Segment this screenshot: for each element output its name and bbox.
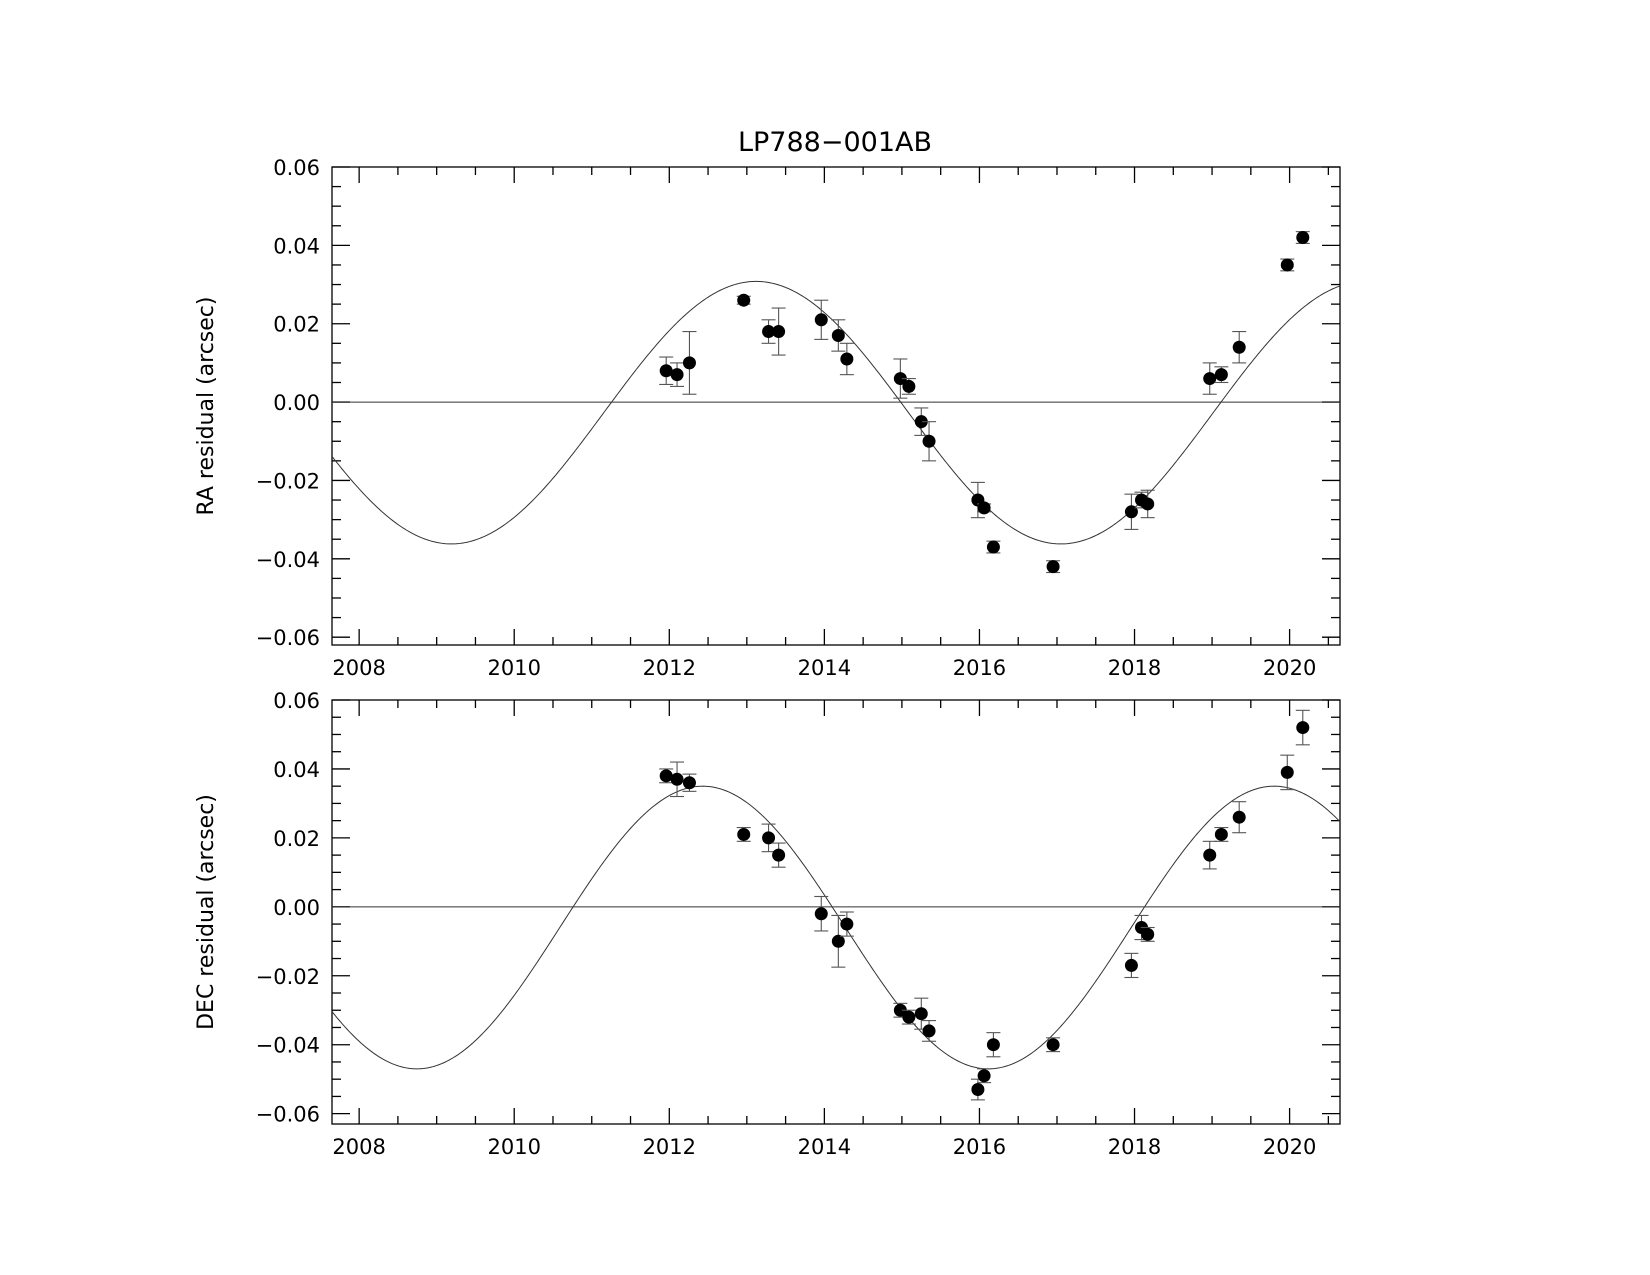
data-point [840,352,854,366]
data-point [914,415,928,429]
x-tick-label: 2014 [798,1135,851,1159]
data-point [977,1069,991,1083]
data-point [772,848,786,862]
data-point [814,313,828,327]
data-point [1214,827,1228,841]
data-point [831,934,845,948]
data-point [922,434,936,448]
data-point [737,827,751,841]
data-point [659,364,673,378]
x-tick-label: 2010 [487,656,540,680]
data-point [971,1083,985,1097]
data-point [737,293,751,307]
x-tick-label: 2020 [1263,656,1316,680]
y-axis-label: DEC residual (arcsec) [194,794,219,1030]
x-tick-label: 2008 [332,656,385,680]
data-point [922,1024,936,1038]
data-point [682,356,696,370]
data-point [1232,340,1246,354]
ra-residual-panel: 2008 2010 2012 2014 2016 2018 2020 0.06 0.04 0.02… [194,156,1341,680]
plot-frame [331,699,1341,1125]
x-tick-label: 2012 [643,656,696,680]
dec-residual-panel: 2008 2010 2012 2014 2016 2018 2020 0.06 0.04 0.02… [194,689,1341,1159]
data-point [893,372,907,386]
plot-frame [331,166,1341,646]
y-tick-label: −0.02 [256,469,320,493]
data-point [1280,765,1294,779]
x-tick-label: 2018 [1108,1135,1161,1159]
y-tick-label: −0.06 [256,1103,320,1127]
data-point [1296,721,1310,735]
y-tick-label: −0.06 [256,626,320,650]
y-tick-label: 0.06 [273,689,320,713]
y-axis-label: RA residual (arcsec) [194,296,219,515]
data-point [1203,372,1217,386]
y-tick-label: −0.04 [256,548,320,572]
data-point [670,368,684,382]
y-tick-label: −0.04 [256,1034,320,1058]
x-tick-label: 2010 [487,1135,540,1159]
x-tick-label: 2016 [953,1135,1006,1159]
data-point [762,831,776,845]
orbit-model-curve [331,280,1341,545]
x-tick-label: 2008 [332,1135,385,1159]
chart-title: LP788−001AB [738,127,932,158]
data-point [670,772,684,786]
y-tick-label: 0.02 [273,827,320,851]
data-point [1046,1038,1060,1052]
data-point [1296,231,1310,245]
y-tick-label: 0.04 [273,758,320,782]
data-point [986,540,1000,554]
x-tick-label: 2016 [953,656,1006,680]
y-tick-label: 0.00 [273,391,320,415]
data-point [986,1038,1000,1052]
y-tick-label: −0.02 [256,965,320,989]
data-point [1141,927,1155,941]
y-tick-label: 0.04 [273,234,320,258]
data-point [772,325,786,339]
data-point [840,917,854,931]
data-point [762,325,776,339]
data-point [1046,560,1060,574]
data-point [1232,810,1246,824]
orbit-model-curve [331,785,1341,1070]
data-point [1203,848,1217,862]
y-tick-label: 0.06 [273,156,320,180]
data-point [914,1007,928,1021]
data-point [682,776,696,790]
data-point [902,1010,916,1024]
data-point [977,501,991,515]
data-point [831,328,845,342]
data-point [659,769,673,783]
data-point [1141,497,1155,511]
x-tick-label: 2012 [643,1135,696,1159]
x-tick-label: 2018 [1108,656,1161,680]
x-tick-label: 2014 [798,656,851,680]
x-tick-label: 2020 [1263,1135,1316,1159]
data-point [902,379,916,393]
y-tick-label: 0.00 [273,896,320,920]
data-point [1124,505,1138,519]
data-point [814,907,828,921]
y-tick-label: 0.02 [273,313,320,337]
data-point [1214,368,1228,382]
data-point [1124,958,1138,972]
data-point [1280,258,1294,272]
